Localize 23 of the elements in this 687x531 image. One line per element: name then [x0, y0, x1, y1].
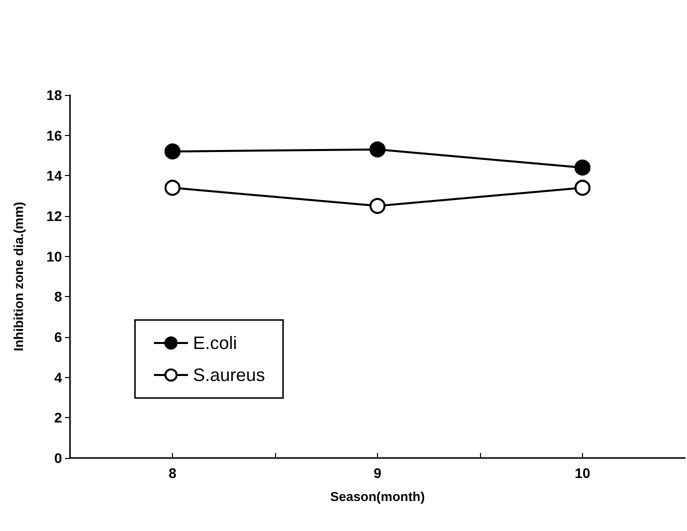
x-axis-title: Season(month)	[330, 489, 425, 504]
x-tick-label: 9	[374, 465, 382, 481]
y-tick-label: 6	[54, 329, 62, 345]
y-tick-label: 16	[46, 127, 62, 144]
point	[164, 180, 180, 196]
y-tick-label: 18	[46, 87, 62, 103]
x-tick-label: 10	[574, 465, 590, 481]
y-tick-label: 10	[46, 248, 62, 264]
point	[370, 141, 386, 158]
legend-label: E.coli	[193, 333, 238, 353]
legend-label: S.aureus	[193, 365, 266, 385]
point	[574, 160, 590, 176]
y-tick-label: 2	[54, 410, 62, 426]
y-axis-title: Inhibition zone dia.(mm)	[11, 202, 26, 352]
point	[574, 180, 590, 196]
x-tick-label: 8	[168, 465, 177, 481]
y-tick-label: 4	[54, 369, 62, 386]
point	[370, 198, 386, 214]
y-tick-label: 0	[54, 450, 62, 466]
y-tick-label: 14	[46, 168, 62, 184]
y-tick-label: 8	[54, 288, 62, 305]
y-tick-label: 12	[46, 208, 62, 224]
point	[164, 143, 180, 160]
